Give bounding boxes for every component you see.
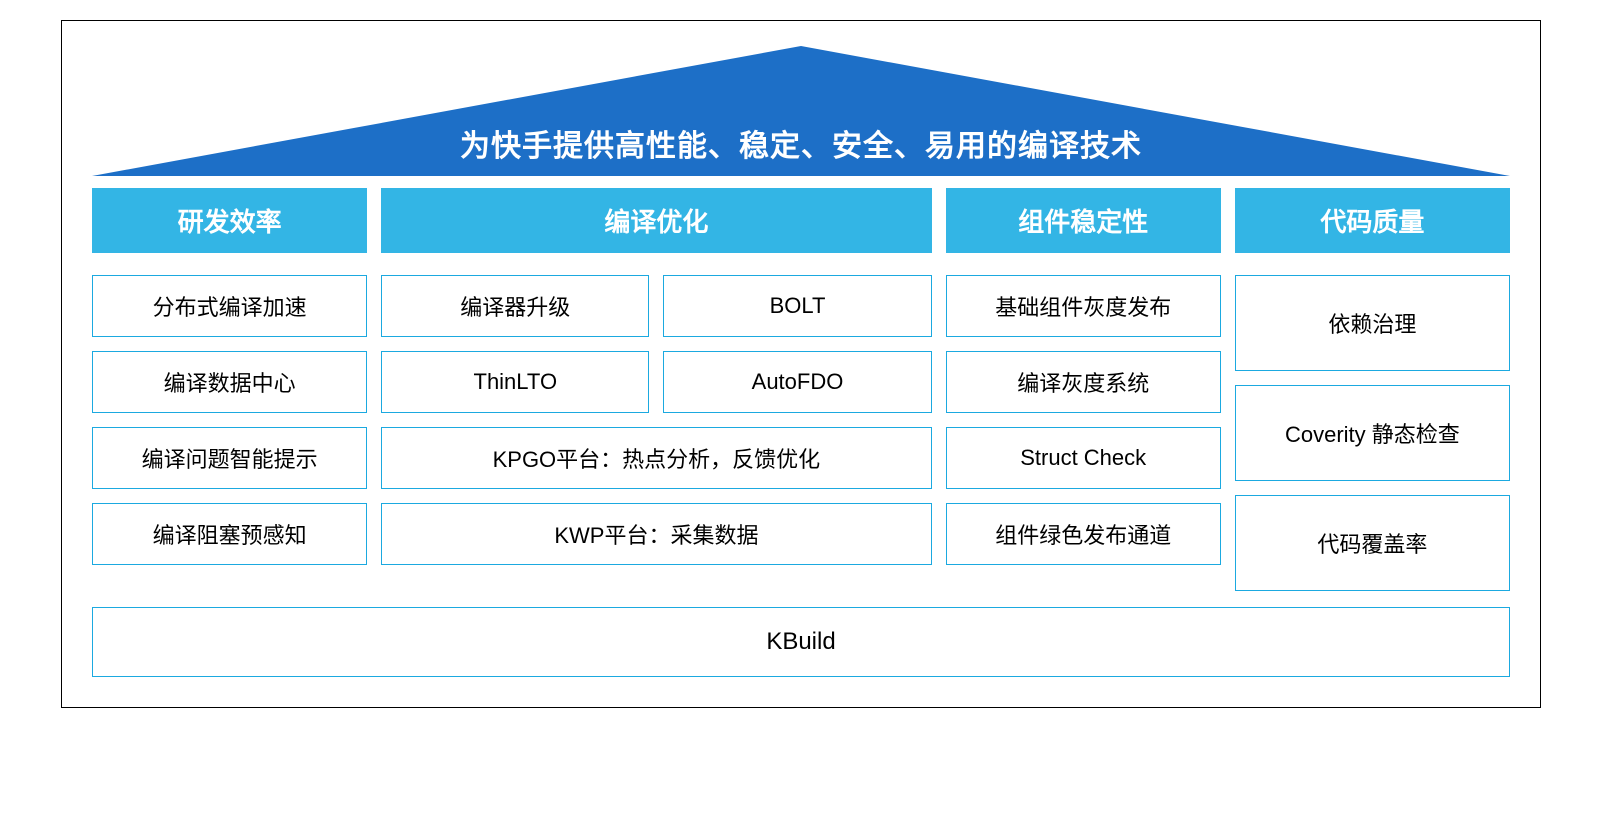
cell-compile-datacenter: 编译数据中心 [92, 351, 367, 413]
compile-opt-grid: 编译器升级 BOLT ThinLTO AutoFDO KPGO平台：热点分析，反… [381, 275, 931, 565]
body-grid: 分布式编译加速 编译数据中心 编译问题智能提示 编译阻塞预感知 编译器升级 BO… [92, 275, 1510, 591]
cell-green-release: 组件绿色发布通道 [946, 503, 1221, 565]
column-headers: 研发效率 编译优化 组件稳定性 代码质量 [92, 188, 1510, 253]
header-dev-efficiency: 研发效率 [92, 188, 367, 253]
col-code-quality: 依赖治理 Coverity 静态检查 代码覆盖率 [1235, 275, 1510, 591]
col-compile-optimization: 编译器升级 BOLT ThinLTO AutoFDO KPGO平台：热点分析，反… [381, 275, 931, 591]
cell-coverage: 代码覆盖率 [1235, 495, 1510, 591]
header-component-stability: 组件稳定性 [946, 188, 1221, 253]
cell-struct-check: Struct Check [946, 427, 1221, 489]
cell-dep-govern: 依赖治理 [1235, 275, 1510, 371]
cell-kpgo: KPGO平台：热点分析，反馈优化 [381, 427, 931, 489]
roof-title: 为快手提供高性能、稳定、安全、易用的编译技术 [92, 121, 1510, 165]
cell-gray-release: 基础组件灰度发布 [946, 275, 1221, 337]
footer-kbuild: KBuild [92, 607, 1510, 677]
cell-smart-hint: 编译问题智能提示 [92, 427, 367, 489]
header-code-quality: 代码质量 [1235, 188, 1510, 253]
cell-kwp: KWP平台：采集数据 [381, 503, 931, 565]
cell-coverity: Coverity 静态检查 [1235, 385, 1510, 481]
cell-compile-gray: 编译灰度系统 [946, 351, 1221, 413]
col-dev-efficiency: 分布式编译加速 编译数据中心 编译问题智能提示 编译阻塞预感知 [92, 275, 367, 591]
cell-thinlto: ThinLTO [381, 351, 649, 413]
roof: 为快手提供高性能、稳定、安全、易用的编译技术 [92, 46, 1510, 176]
cell-block-predict: 编译阻塞预感知 [92, 503, 367, 565]
header-compile-optimization: 编译优化 [381, 188, 931, 253]
cell-compiler-upgrade: 编译器升级 [381, 275, 649, 337]
diagram-container: 为快手提供高性能、稳定、安全、易用的编译技术 研发效率 编译优化 组件稳定性 代… [61, 20, 1541, 708]
cell-bolt: BOLT [663, 275, 931, 337]
cell-dist-compile: 分布式编译加速 [92, 275, 367, 337]
cell-autofdo: AutoFDO [663, 351, 931, 413]
col-component-stability: 基础组件灰度发布 编译灰度系统 Struct Check 组件绿色发布通道 [946, 275, 1221, 591]
